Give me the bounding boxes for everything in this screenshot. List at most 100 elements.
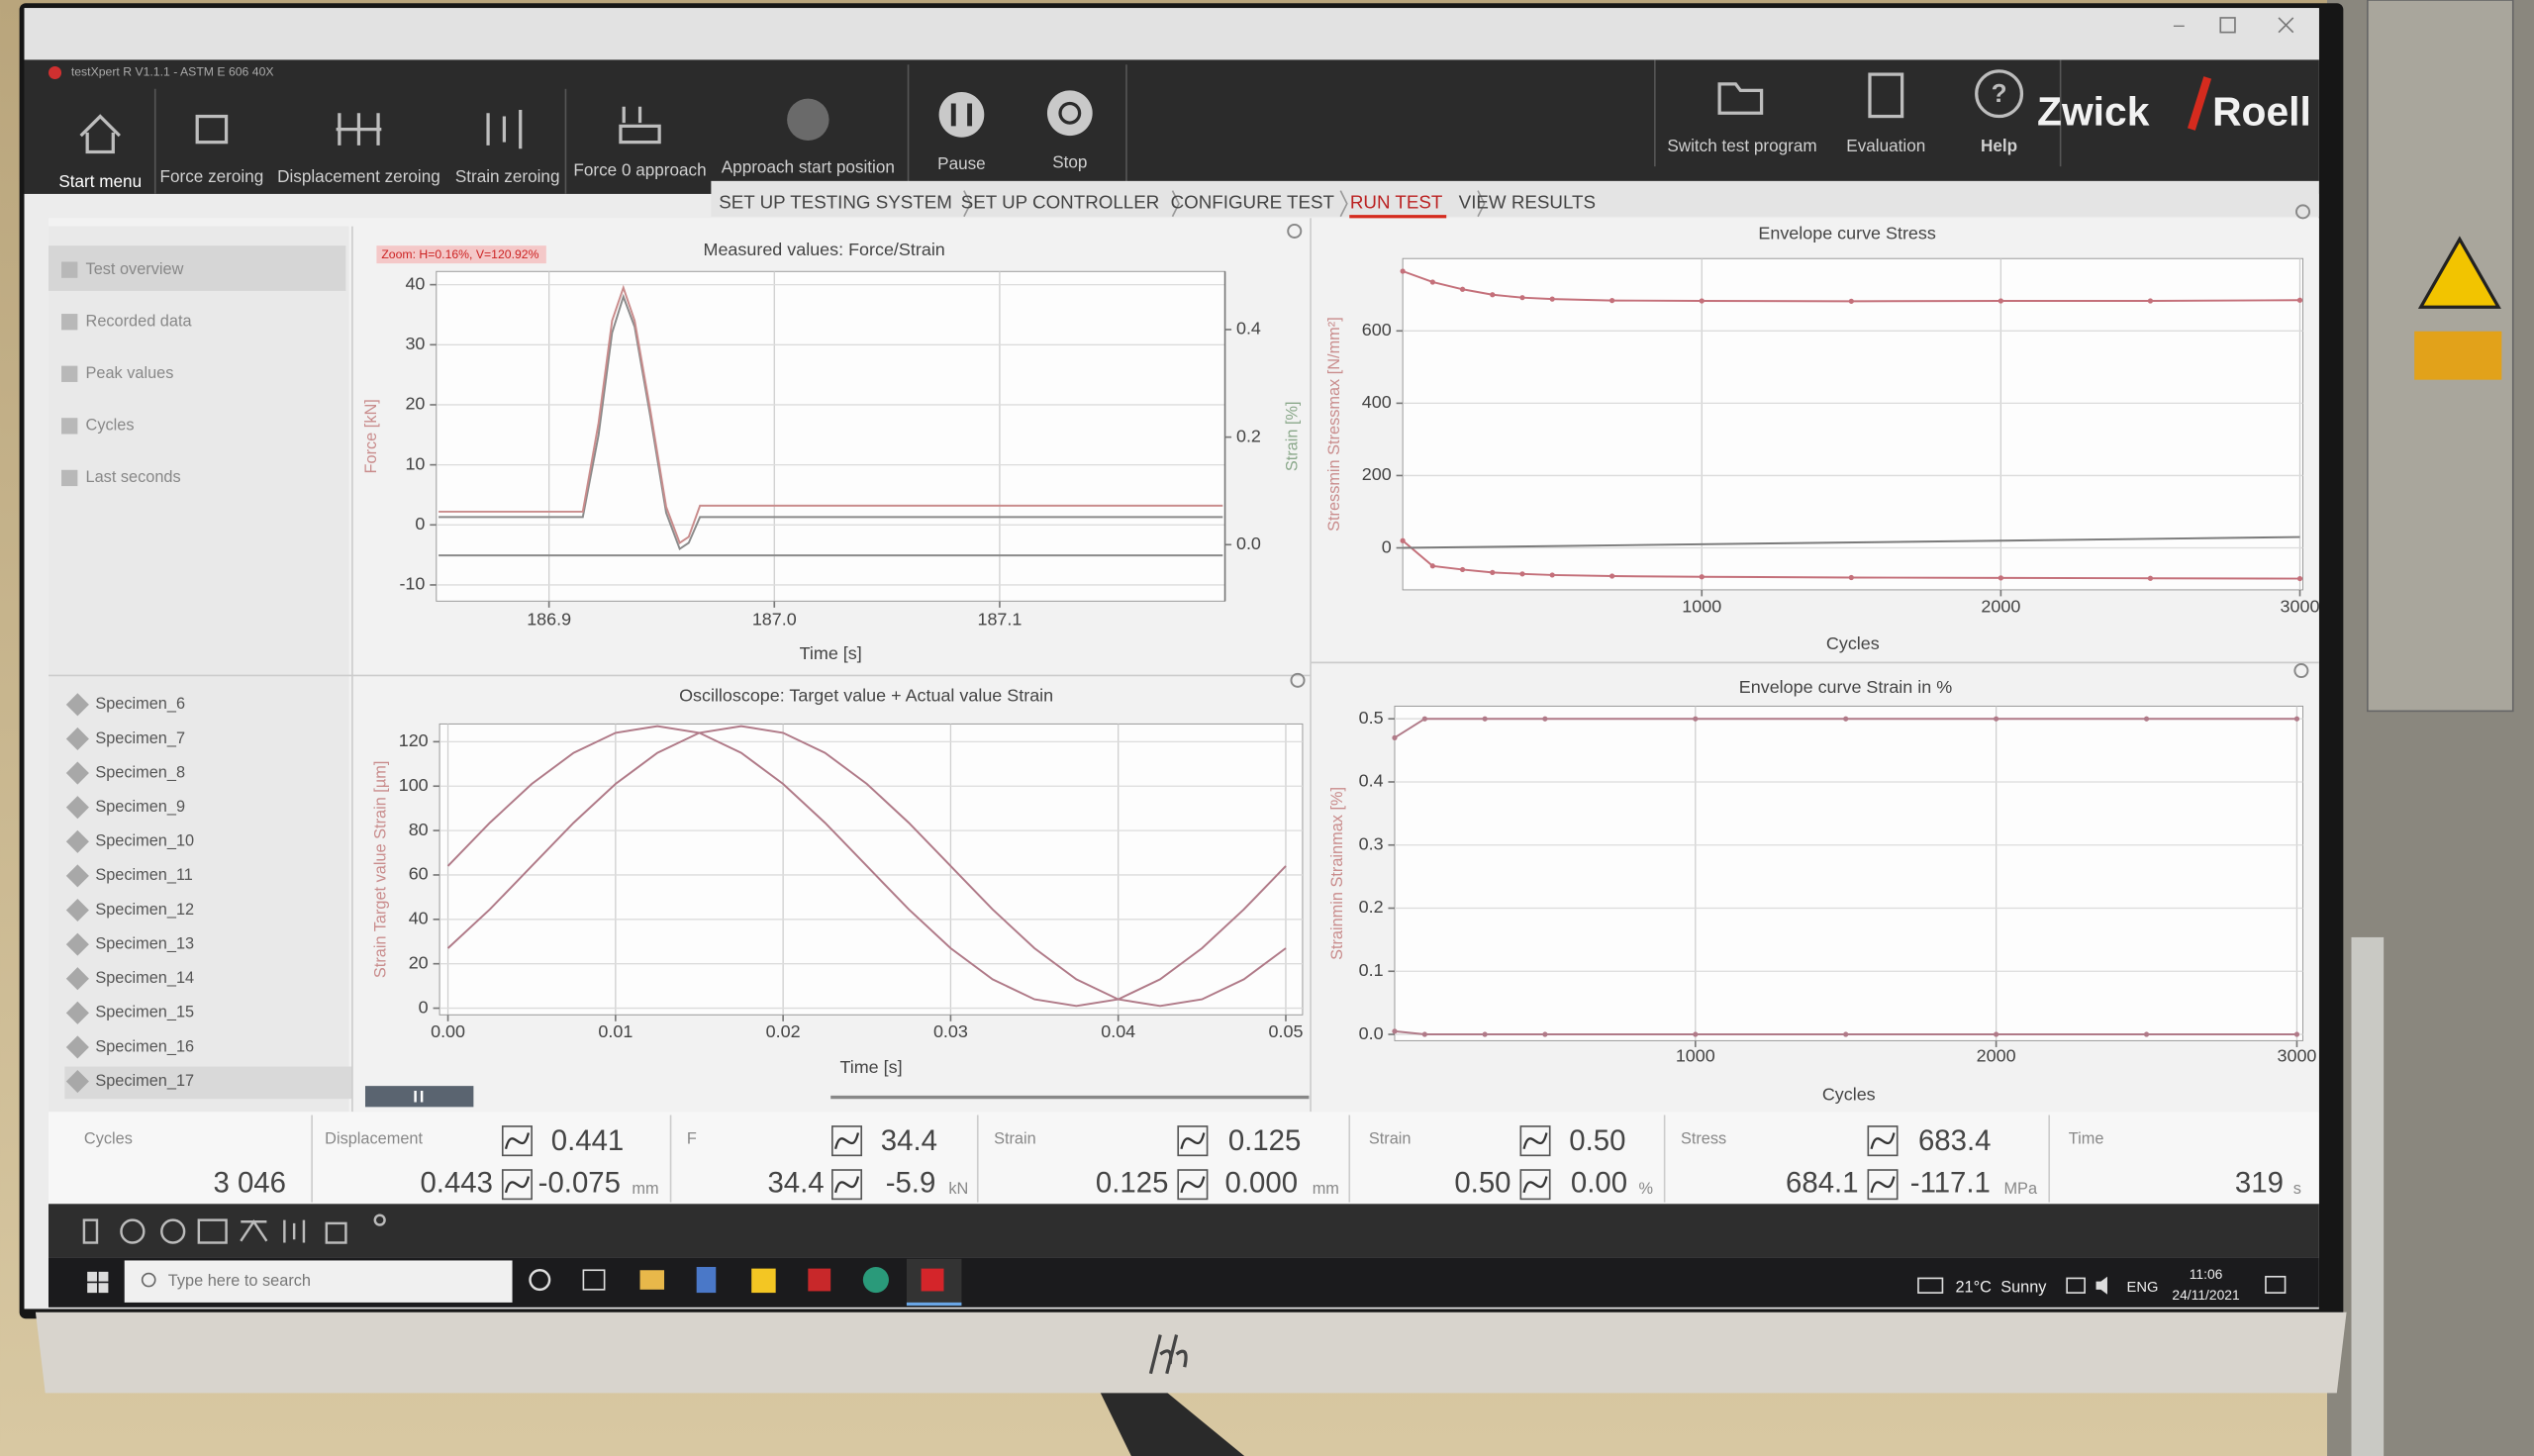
breadcrumb-step[interactable]: VIEW RESULTS	[1459, 192, 1596, 213]
status-label: Time	[2069, 1129, 2104, 1147]
settings-icon[interactable]	[2293, 663, 2309, 679]
specimen-item[interactable]: Specimen_8	[95, 763, 185, 781]
live-icon-wave	[504, 1132, 531, 1150]
breadcrumb-step[interactable]: SET UP TESTING SYSTEM	[719, 192, 952, 213]
network-icon[interactable]	[2066, 1277, 2086, 1294]
specimen-item[interactable]: Specimen_11	[95, 866, 193, 884]
bottom-tool-icons	[82, 1213, 386, 1244]
toolbar-button[interactable]: Stop	[1052, 151, 1087, 171]
specimen-item[interactable]: Specimen_10	[95, 832, 194, 850]
toolbar-button[interactable]: Evaluation	[1846, 136, 1925, 155]
status-min: -5.9	[886, 1166, 936, 1199]
tool-icon[interactable]	[160, 1218, 186, 1244]
specimen-item[interactable]: Specimen_7	[95, 729, 185, 747]
toolbar-button[interactable]: Pause	[937, 153, 986, 173]
close-button[interactable]	[2278, 17, 2294, 34]
tool-icon[interactable]	[325, 1221, 347, 1244]
language[interactable]: ENG	[2127, 1280, 2159, 1296]
specimen-item[interactable]: Specimen_16	[95, 1037, 194, 1055]
breadcrumb-chevron	[963, 190, 972, 218]
sidebar-view[interactable]: Last seconds	[86, 468, 181, 486]
specimen-icon	[65, 864, 89, 888]
stop-icon	[1046, 90, 1093, 137]
testxpert-icon[interactable]	[921, 1268, 944, 1292]
x-axis-label: Time [s]	[800, 643, 862, 663]
app-icon[interactable]	[808, 1268, 831, 1292]
maximize-button[interactable]	[2219, 17, 2236, 34]
tool-icon[interactable]	[197, 1218, 228, 1244]
toolbar-button[interactable]: Displacement zeroing	[277, 166, 440, 186]
y-tick-label: 120	[399, 730, 429, 750]
x-tick-label: 2000	[1977, 1045, 2016, 1065]
calculator-icon[interactable]	[696, 1266, 717, 1294]
status-label: F	[687, 1129, 697, 1147]
settings-icon[interactable]	[1290, 672, 1306, 688]
specimen-item[interactable]: Specimen_6	[95, 695, 185, 713]
status-max: 34.4	[767, 1166, 824, 1199]
explorer-icon[interactable]	[639, 1270, 665, 1290]
point-marker	[1429, 279, 1435, 285]
specimen-item[interactable]: Specimen_14	[95, 969, 194, 987]
x-tick-label: 0.02	[766, 1021, 801, 1041]
specimen-item[interactable]: Specimen_12	[95, 901, 194, 919]
search-box[interactable]	[124, 1260, 513, 1303]
home-icon	[79, 114, 121, 154]
edge-icon[interactable]	[862, 1266, 889, 1294]
toolbar-button[interactable]: Force zeroing	[160, 166, 264, 186]
settings-icon[interactable]	[2295, 204, 2311, 220]
live-icon-wave	[1522, 1176, 1548, 1194]
toolbar-button[interactable]: Start menu	[58, 171, 142, 191]
status-current: 34.4	[881, 1124, 937, 1157]
pause-oscilloscope[interactable]	[364, 1086, 474, 1108]
start-button[interactable]	[87, 1271, 109, 1294]
sidebar-view[interactable]: Recorded data	[86, 313, 193, 331]
chart-title: Oscilloscope: Target value + Actual valu…	[679, 685, 1053, 705]
tool-icon[interactable]	[120, 1218, 146, 1244]
tool-icon[interactable]	[240, 1219, 268, 1242]
point-marker	[2143, 1031, 2150, 1037]
x-tick-label: 186.9	[527, 610, 571, 630]
cortana-button[interactable]	[529, 1269, 551, 1292]
specimen-item[interactable]: Specimen_17	[95, 1072, 194, 1090]
toolbar-button[interactable]: Force 0 approach	[573, 160, 706, 180]
point-marker	[1848, 574, 1854, 581]
toolbar-button[interactable]: Switch test program	[1667, 136, 1816, 155]
x-tick-label: 0.04	[1101, 1021, 1135, 1041]
clock-time[interactable]: 11:06	[2190, 1266, 2223, 1282]
task-view-button[interactable]	[582, 1269, 606, 1291]
toolbar-button[interactable]: Help	[1981, 136, 2017, 155]
breadcrumb-step[interactable]: SET UP CONTROLLER	[961, 192, 1160, 213]
specimen-item[interactable]: Specimen_9	[95, 798, 185, 816]
notes-icon[interactable]	[751, 1268, 776, 1294]
tool-icon[interactable]	[373, 1213, 386, 1226]
sidebar-view[interactable]: Cycles	[86, 417, 135, 435]
volume-icon[interactable]	[2095, 1276, 2107, 1295]
notifications[interactable]	[2265, 1275, 2287, 1294]
live-icon-wave	[1180, 1132, 1206, 1150]
status-value: 319	[2235, 1166, 2284, 1199]
tool-icon[interactable]	[283, 1219, 306, 1243]
settings-icon[interactable]	[1287, 223, 1303, 239]
breadcrumb-step[interactable]: CONFIGURE TEST	[1171, 192, 1335, 213]
sidebar-view[interactable]: Peak values	[86, 364, 174, 382]
y-tick-label: 0	[1382, 536, 1392, 556]
status-max: 0.125	[1096, 1166, 1169, 1199]
y2-tick-label: 0.0	[1236, 534, 1261, 553]
point-marker	[1459, 286, 1466, 292]
sidebar-view[interactable]: Test overview	[86, 260, 184, 278]
status-unit: %	[1639, 1180, 1654, 1198]
minimize-button[interactable]: –	[2174, 14, 2185, 36]
toolbar-button[interactable]: Strain zeroing	[455, 166, 560, 186]
tool-icon[interactable]	[82, 1218, 99, 1244]
specimen-item[interactable]: Specimen_13	[95, 934, 194, 952]
y-tick-label: 10	[405, 453, 425, 473]
toolbar-button[interactable]: Approach start position	[722, 156, 895, 176]
logo-left: Zwick	[2037, 89, 2150, 135]
specimen-item[interactable]: Specimen_15	[95, 1004, 194, 1021]
point-marker	[1429, 563, 1435, 569]
point-marker	[1998, 575, 2003, 581]
point-marker	[1843, 716, 1849, 722]
clock-date[interactable]: 24/11/2021	[2172, 1287, 2240, 1303]
breadcrumb-step[interactable]: RUN TEST	[1350, 192, 1443, 213]
live-icon	[1867, 1169, 1899, 1201]
